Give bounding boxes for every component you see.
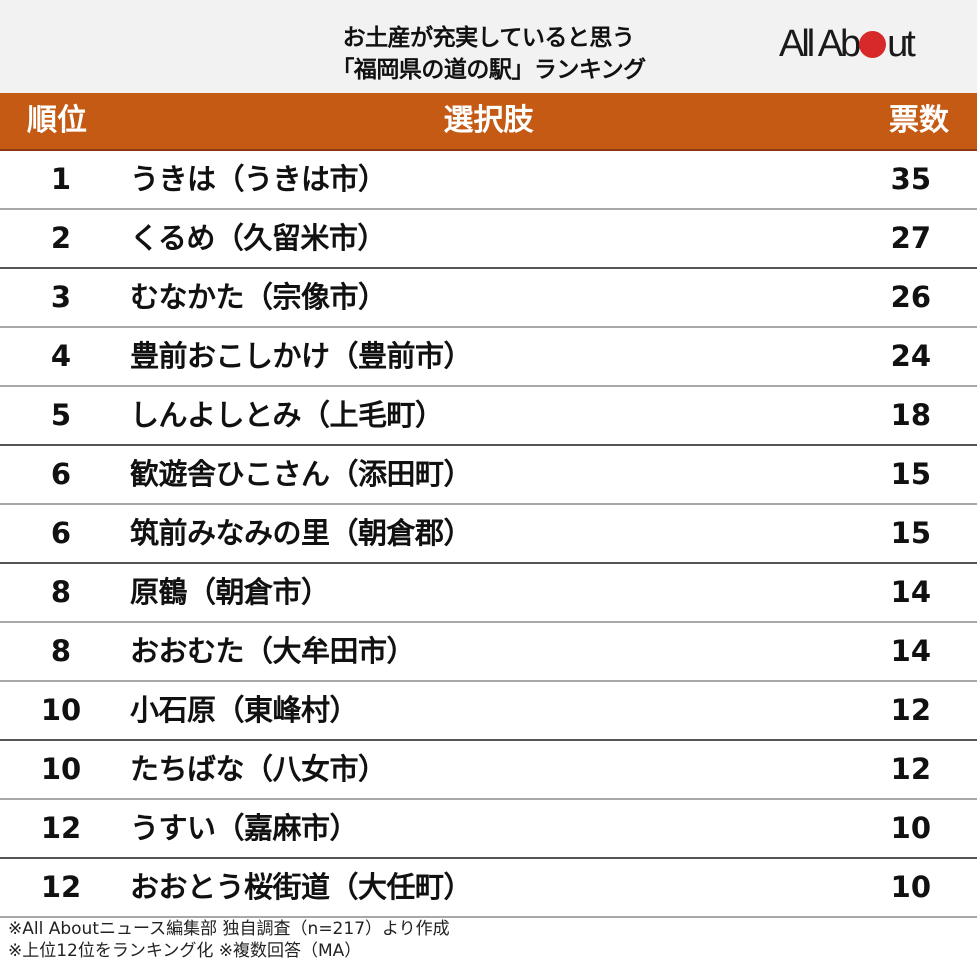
table-row: 3 むなかた（宗像市） 26 — [0, 269, 977, 328]
rank-cell: 12 — [40, 811, 82, 845]
name-cell: 豊前おこしかけ（豊前市） — [130, 339, 473, 373]
column-header-name: 選択肢 — [443, 103, 534, 138]
footnote-line-1: ※All Aboutニュース編集部 独自調査（n=217）より作成 — [8, 919, 450, 939]
name-cell: むなかた（宗像市） — [130, 280, 387, 314]
rank-cell: 8 — [50, 634, 72, 668]
rank-cell: 4 — [50, 339, 72, 373]
title-line-2: 「福岡県の道の駅」ランキング — [331, 57, 646, 83]
votes-cell: 27 — [890, 221, 931, 255]
votes-cell: 10 — [890, 811, 931, 845]
votes-cell: 10 — [890, 870, 931, 904]
footnote-line-2: ※上位12位をランキング化 ※複数回答（MA） — [8, 941, 362, 961]
votes-cell: 14 — [890, 575, 931, 609]
all-about-logo: All Ab ut — [779, 23, 916, 65]
name-cell: おおむた（大牟田市） — [130, 634, 416, 668]
votes-cell: 26 — [890, 280, 931, 314]
rank-cell: 10 — [40, 752, 82, 786]
votes-cell: 35 — [890, 162, 931, 196]
column-header-votes: 票数 — [889, 103, 949, 138]
ranking-table: 1 うきは（うきは市） 35 2 くるめ（久留米市） 27 3 むなかた（宗像市） 26 4… — [0, 151, 977, 918]
votes-cell: 15 — [890, 516, 931, 550]
table-row: 6 歓遊舎ひこさん（添田町） 15 — [0, 446, 977, 505]
name-cell: うすい（嘉麻市） — [130, 811, 359, 845]
table-row: 6 筑前みなみの里（朝倉郡） 15 — [0, 505, 977, 564]
rank-cell: 3 — [50, 280, 72, 314]
table-row: 2 くるめ（久留米市） 27 — [0, 210, 977, 269]
title-area: お土産が充実していると思う 「福岡県の道の駅」ランキング All Ab ut — [0, 0, 977, 93]
name-cell: 原鶴（朝倉市） — [130, 575, 330, 609]
name-cell: うきは（うきは市） — [130, 162, 387, 196]
rank-cell: 12 — [40, 870, 82, 904]
name-cell: しんよしとみ（上毛町） — [130, 398, 444, 432]
table-row: 12 おおとう桜街道（大任町） 10 — [0, 859, 977, 918]
footnote: ※All Aboutニュース編集部 独自調査（n=217）より作成 ※上位12位… — [8, 918, 450, 962]
table-row: 10 たちばな（八女市） 12 — [0, 741, 977, 800]
name-cell: 小石原（東峰村） — [130, 693, 359, 727]
table-row: 8 おおむた（大牟田市） 14 — [0, 623, 977, 682]
name-cell: くるめ（久留米市） — [130, 221, 386, 255]
name-cell: おおとう桜街道（大任町） — [130, 870, 473, 904]
table-row: 10 小石原（東峰村） 12 — [0, 682, 977, 741]
rank-cell: 10 — [40, 693, 82, 727]
rank-cell: 1 — [50, 162, 72, 196]
table-row: 4 豊前おこしかけ（豊前市） 24 — [0, 328, 977, 387]
name-cell: 筑前みなみの里（朝倉郡） — [130, 516, 473, 550]
votes-cell: 12 — [890, 693, 931, 727]
title-line-1: お土産が充実していると思う — [342, 25, 635, 51]
votes-cell: 18 — [890, 398, 931, 432]
logo-text-right: ut — [887, 23, 916, 65]
name-cell: たちばな（八女市） — [130, 752, 387, 786]
votes-cell: 12 — [890, 752, 931, 786]
table-row: 1 うきは（うきは市） 35 — [0, 151, 977, 210]
table-header: 選択肢 順位 票数 — [0, 93, 977, 151]
rank-cell: 2 — [50, 221, 72, 255]
votes-cell: 14 — [890, 634, 931, 668]
table-row: 5 しんよしとみ（上毛町） 18 — [0, 387, 977, 446]
rank-cell: 8 — [50, 575, 72, 609]
votes-cell: 15 — [890, 457, 931, 491]
name-cell: 歓遊舎ひこさん（添田町） — [130, 457, 473, 491]
rank-cell: 6 — [50, 516, 72, 550]
logo-text-left: All Ab — [779, 23, 861, 65]
table-row: 12 うすい（嘉麻市） 10 — [0, 800, 977, 859]
votes-cell: 24 — [890, 339, 931, 373]
column-header-rank: 順位 — [27, 103, 87, 138]
rank-cell: 5 — [50, 398, 72, 432]
rank-cell: 6 — [50, 457, 72, 491]
table-row: 8 原鶴（朝倉市） 14 — [0, 564, 977, 623]
logo-dot-icon — [859, 31, 887, 58]
